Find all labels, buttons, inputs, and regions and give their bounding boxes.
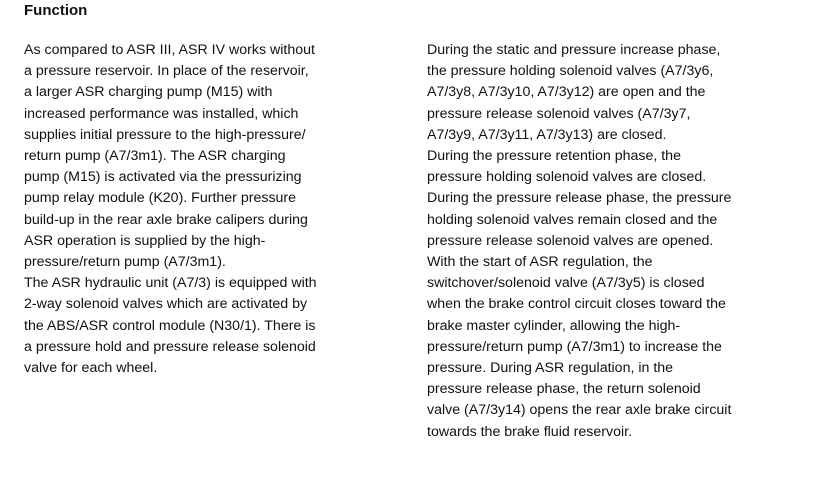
right-text-column: During the static and pressure increase …	[427, 40, 819, 443]
section-heading: Function	[24, 2, 88, 19]
text-line: During the static and pressure increase …	[427, 42, 721, 58]
text-line: 2-way solenoid valves which are activate…	[24, 296, 308, 313]
text-line: supplies initial pressure to the high-pr…	[24, 126, 306, 143]
text-line: pressure. During ASR regulation, in the	[427, 360, 674, 377]
text-line: the ABS/ASR control module (N30/1). Ther…	[24, 317, 316, 334]
text-line: During the pressure retention phase, the	[427, 148, 681, 165]
text-line: valve for each wheel.	[24, 360, 158, 377]
text-line: pressure holding solenoid valves are clo…	[427, 169, 707, 186]
text-line: build-up in the rear axle brake calipers…	[24, 211, 308, 228]
text-line: towards the brake fluid reservoir.	[427, 423, 633, 440]
text-line: With the start of ASR regulation, the	[427, 254, 653, 271]
text-line: As compared to ASR III, ASR IV works wit…	[24, 42, 315, 58]
text-line: A7/3y8, A7/3y10, A7/3y12) are open and t…	[427, 84, 706, 101]
text-line: holding solenoid valves remain closed an…	[427, 211, 718, 228]
text-line: pump (M15) is activated via the pressuri…	[24, 169, 302, 186]
text-line: return pump (A7/3m1). The ASR charging	[24, 148, 286, 165]
text-line: pressure release solenoid valves (A7/3y7…	[427, 105, 691, 122]
text-line: The ASR hydraulic unit (A7/3) is equippe…	[24, 275, 317, 292]
left-text-column: As compared to ASR III, ASR IV works wit…	[24, 40, 416, 379]
text-line: when the brake control circuit closes to…	[427, 296, 726, 313]
text-line: pressure release solenoid valves are ope…	[427, 232, 714, 249]
text-line: pressure release phase, the return solen…	[427, 381, 701, 398]
text-line: valve (A7/3y14) opens the rear axle brak…	[427, 402, 732, 419]
text-line: increased performance was installed, whi…	[24, 105, 299, 122]
text-line: pressure/return pump (A7/3m1) to increas…	[427, 338, 722, 355]
text-line: pump relay module (K20). Further pressur…	[24, 190, 297, 207]
text-line: the pressure holding solenoid valves (A7…	[427, 63, 714, 80]
text-line: pressure/return pump (A7/3m1).	[24, 254, 226, 271]
text-line: a larger ASR charging pump (M15) with	[24, 84, 273, 101]
text-line: a pressure reservoir. In place of the re…	[24, 63, 309, 80]
text-line: ASR operation is supplied by the high-	[24, 232, 266, 249]
text-line: brake master cylinder, allowing the high…	[427, 317, 681, 334]
text-line: During the pressure release phase, the p…	[427, 190, 732, 207]
text-line: A7/3y9, A7/3y11, A7/3y13) are closed.	[427, 126, 667, 143]
text-line: a pressure hold and pressure release sol…	[24, 338, 316, 355]
text-line: switchover/solenoid valve (A7/3y5) is cl…	[427, 275, 705, 292]
